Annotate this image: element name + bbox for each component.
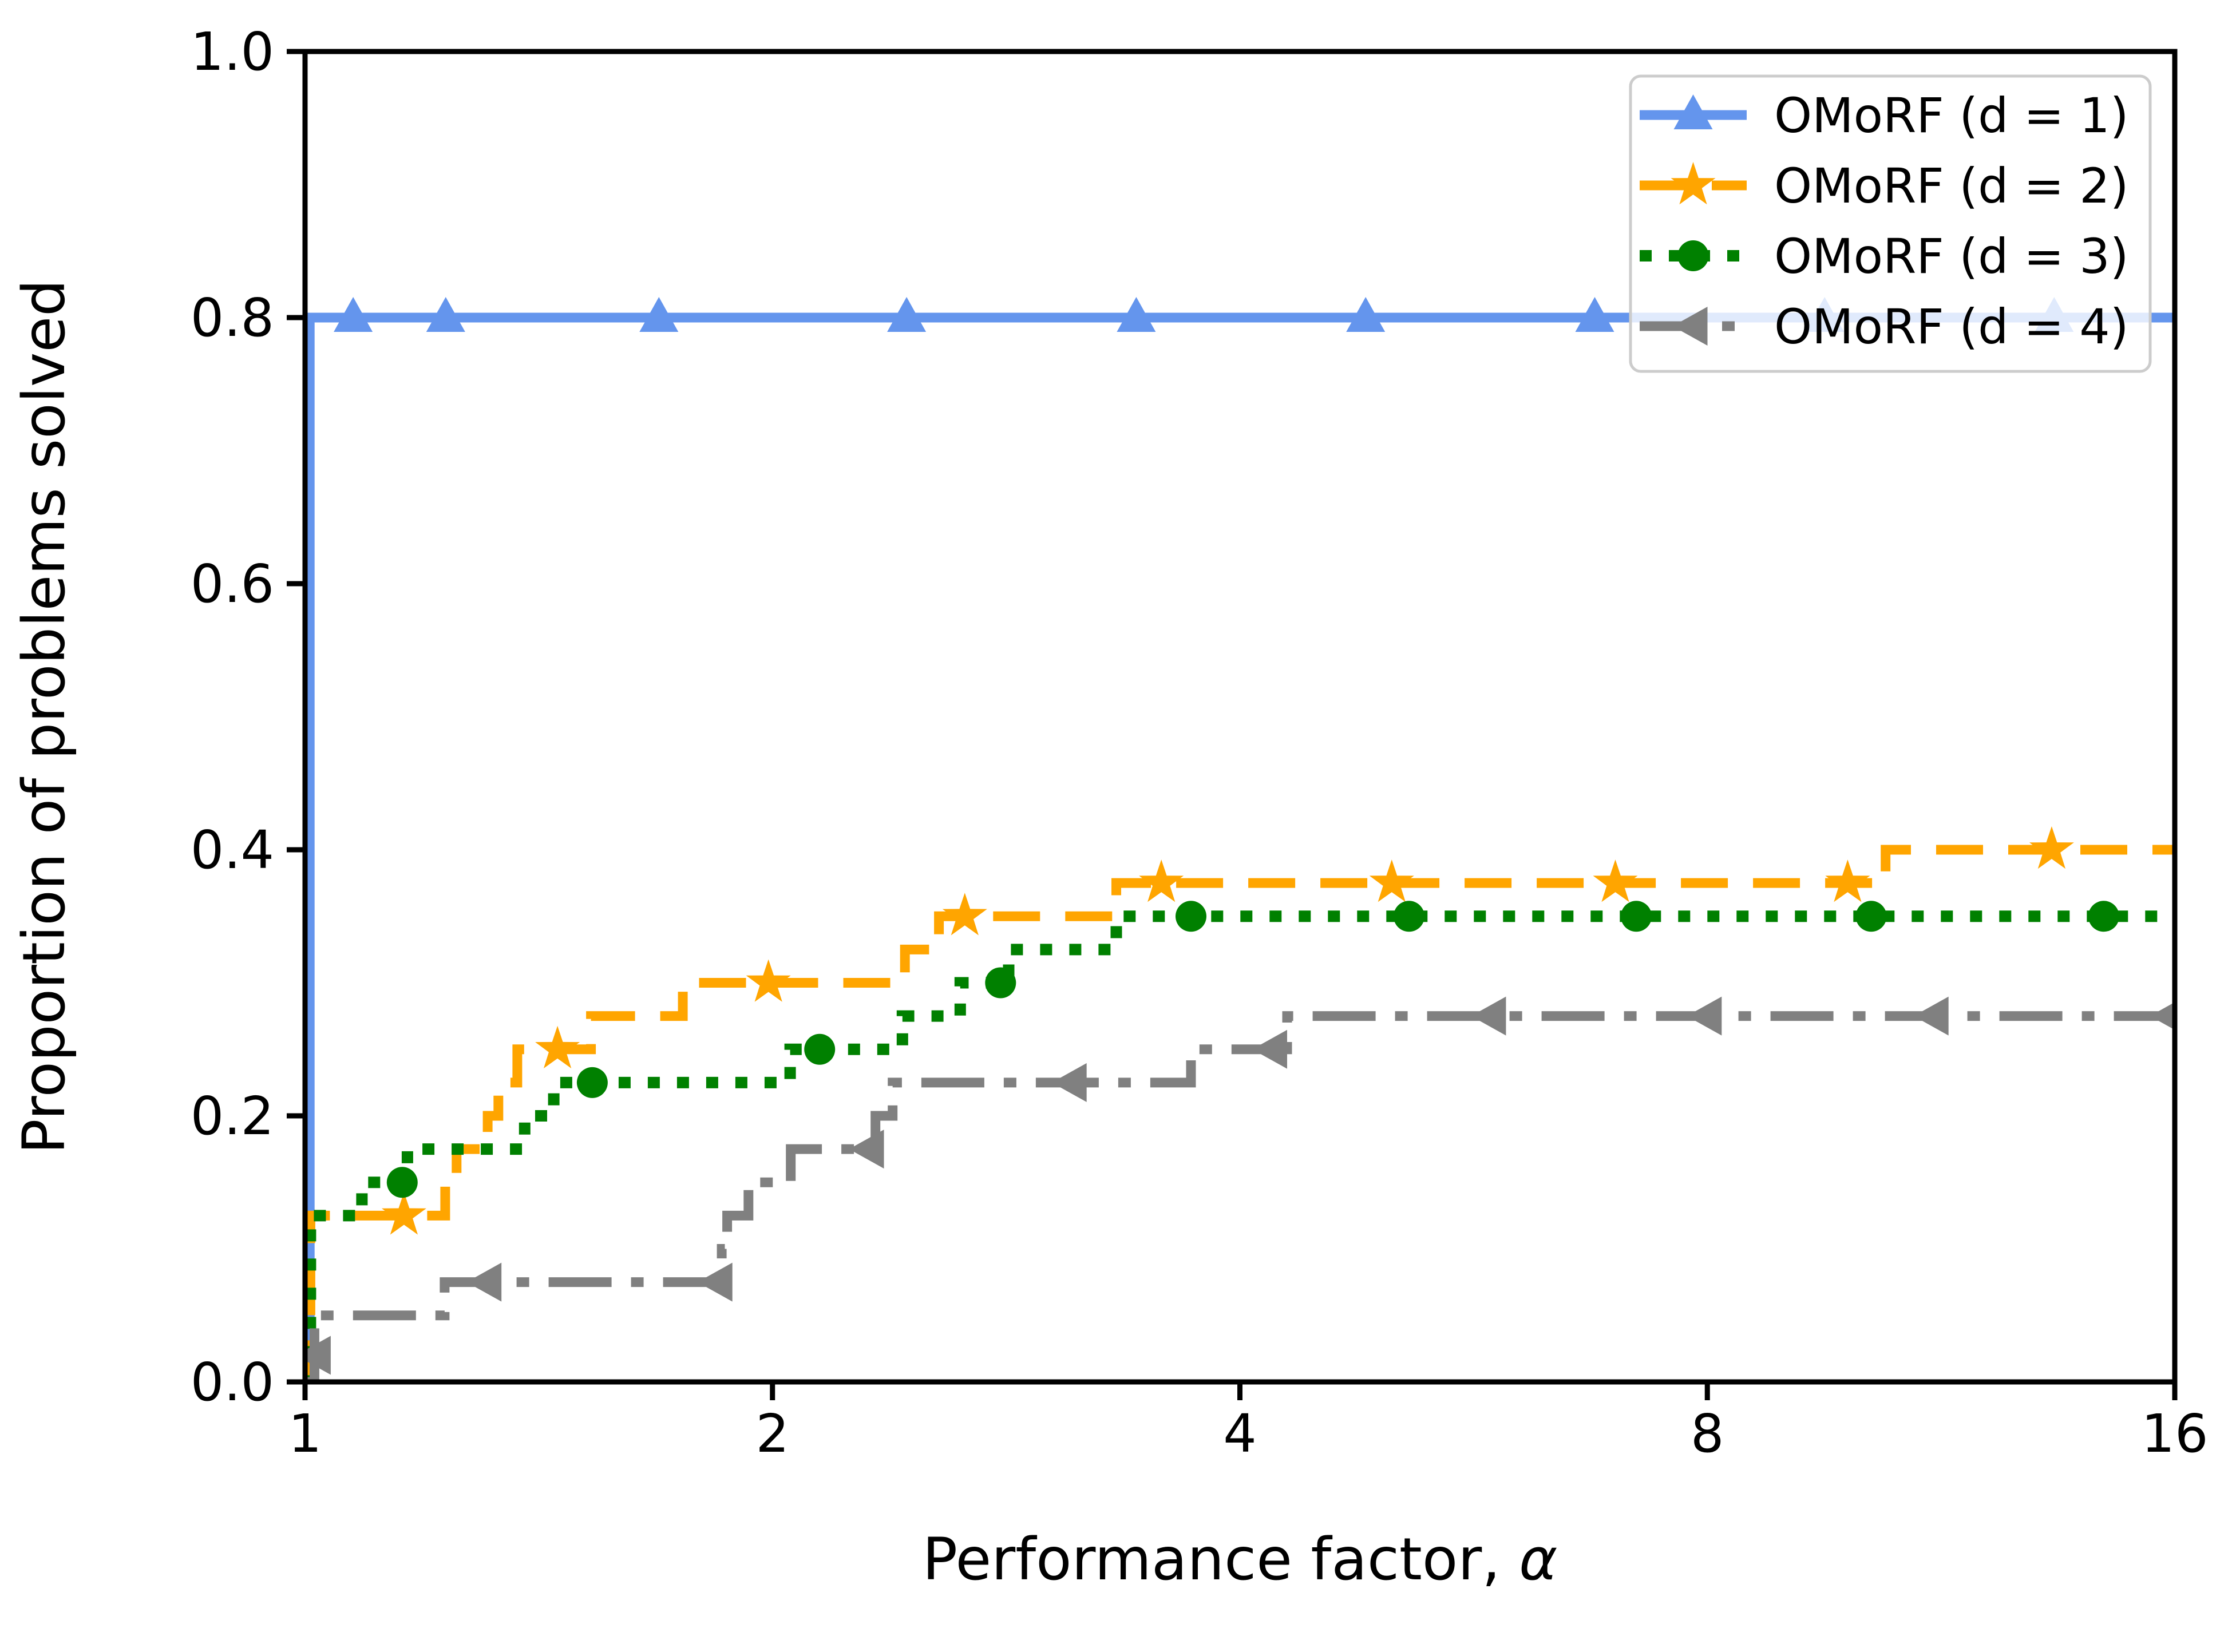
triangle-left-marker (466, 1262, 502, 1302)
series-omorf-d-4- (305, 996, 2175, 1382)
triangle-up-marker (639, 297, 679, 332)
legend: OMoRF (d = 1) OMoRF (d = 2) OMoRF (d = 3) O… (1629, 74, 2152, 373)
x-tick-label: 4 (1223, 1403, 1257, 1464)
star-marker (535, 1025, 580, 1068)
circle-marker (2088, 901, 2119, 932)
circle-marker (386, 1167, 418, 1198)
star-marker (381, 1192, 426, 1235)
triangle-up-marker (1117, 297, 1156, 332)
circle-icon (1677, 240, 1709, 271)
legend-item-3: OMoRF (d = 3) (1640, 228, 2128, 284)
star-marker (1139, 859, 1184, 902)
triangle-left-marker (1687, 996, 1722, 1036)
triangle-left-marker (1471, 996, 1506, 1036)
triangle-up-icon (1673, 94, 1713, 129)
triangle-left-icon (1672, 307, 1708, 346)
x-tick-label: 8 (1691, 1403, 1724, 1464)
triangle-left-marker (849, 1130, 884, 1169)
series-omorf-d-3- (305, 901, 2175, 1382)
triangle-left-marker (2150, 1002, 2175, 1030)
triangle-left-marker (697, 1262, 733, 1302)
legend-label: OMoRF (d = 2) (1774, 158, 2128, 214)
triangle-up-marker (887, 297, 927, 332)
legend-item-4: OMoRF (d = 4) (1640, 299, 2128, 355)
triangle-left-marker (1913, 996, 1949, 1036)
legend-label: OMoRF (d = 3) (1774, 228, 2128, 284)
triangle-up-marker (334, 297, 373, 332)
circle-marker (1621, 901, 1652, 932)
y-tick-label: 0.2 (191, 1086, 274, 1147)
star-icon (1671, 162, 1716, 205)
legend-item-2: OMoRF (d = 2) (1640, 158, 2128, 214)
circle-marker (804, 1033, 836, 1065)
star-marker (746, 959, 791, 1002)
x-axis: 1 2 4 8 16 (288, 1382, 2209, 1464)
series-line (305, 1011, 2175, 1382)
triangle-left-marker (1051, 1063, 1087, 1102)
y-tick-label: 0.8 (191, 287, 274, 348)
legend-label: OMoRF (d = 4) (1774, 299, 2128, 355)
legend-label: OMoRF (d = 1) (1774, 88, 2128, 144)
x-tick-label: 16 (2141, 1403, 2208, 1464)
y-tick-label: 0.6 (191, 553, 274, 615)
x-axis-label: Performance factor, α (923, 1526, 1558, 1594)
legend-item-1: OMoRF (d = 1) (1640, 88, 2128, 144)
triangle-up-marker (1575, 297, 1614, 332)
y-tick-label: 0.0 (191, 1352, 274, 1413)
triangle-left-marker (305, 1336, 331, 1375)
triangle-up-marker (426, 297, 465, 332)
y-axis-label: Proportion of problems solved (10, 279, 78, 1154)
triangle-left-marker (1252, 1029, 1287, 1069)
circle-marker (1394, 901, 1424, 932)
x-tick-label: 1 (288, 1403, 322, 1464)
circle-marker (1176, 901, 1206, 932)
star-marker (2029, 826, 2074, 869)
series-line (305, 910, 2175, 1382)
star-marker (1825, 859, 1870, 902)
star-marker (942, 893, 987, 936)
star-marker (1593, 859, 1638, 902)
y-tick-label: 0.4 (191, 819, 274, 881)
triangle-up-marker (1346, 297, 1386, 332)
legend-frame (1629, 74, 2152, 373)
star-marker (1369, 859, 1414, 902)
circle-marker (576, 1067, 608, 1098)
y-axis: 0.0 0.2 0.4 0.6 0.8 1.0 (191, 21, 305, 1413)
circle-marker (1855, 901, 1887, 932)
circle-marker (985, 967, 1016, 999)
series-omorf-d-2- (305, 826, 2175, 1382)
y-tick-label: 1.0 (191, 21, 274, 82)
x-tick-label: 2 (755, 1403, 789, 1464)
series-line (305, 312, 2175, 1382)
